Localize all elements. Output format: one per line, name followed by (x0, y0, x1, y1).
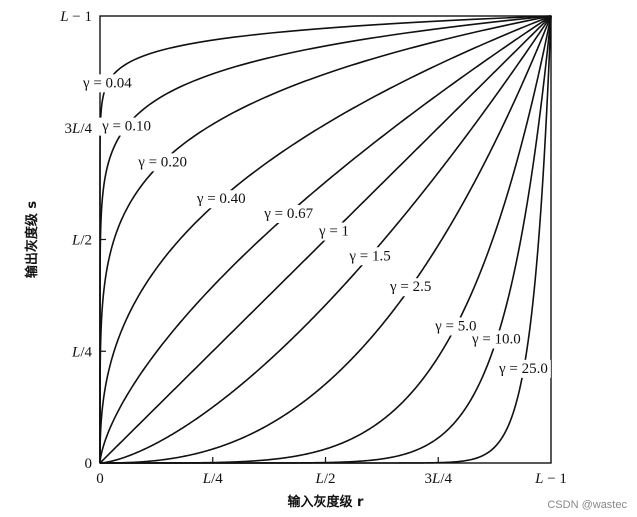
gamma-label-bg-6 (345, 247, 394, 266)
x-tick-label-4: L − 1 (534, 471, 567, 487)
gamma-label-bg-9 (467, 330, 524, 349)
gamma-label-10: γ = 25.0 (498, 361, 548, 377)
x-tick-label-2: L/2 (314, 471, 335, 487)
x-axis-ticks: 0 L/4 L/2 3L/4 L − 1 (96, 457, 567, 487)
gamma-label-7: γ = 2.5 (389, 279, 431, 295)
gamma-label-0: γ = 0.04 (82, 75, 132, 91)
y-axis-label: 输出灰度级 s (24, 201, 40, 279)
y-tick-label-4: L − 1 (59, 9, 92, 25)
gamma-label-8: γ = 5.0 (434, 318, 476, 334)
gamma-label-2: γ = 0.20 (137, 154, 187, 170)
y-tick-label-1: L/4 (71, 344, 93, 360)
gamma-label-3: γ = 0.40 (196, 191, 246, 207)
x-axis-label: 输入灰度级 r (288, 494, 365, 510)
gamma-label-bg-4 (260, 205, 317, 224)
x-tick-label-0: 0 (96, 471, 104, 487)
y-tick-label-3: 3L/4 (64, 121, 92, 137)
gamma-curve-6 (99, 15, 552, 464)
x-tick-label-3: 3L/4 (424, 471, 452, 487)
watermark: CSDN @wastec (547, 499, 627, 511)
gamma-label-bg-10 (495, 359, 551, 378)
y-tick-label-2: L/2 (71, 233, 92, 249)
gamma-label-bg-0 (78, 74, 136, 93)
x-tick-label-1: L/4 (202, 471, 224, 487)
gamma-label-5: γ = 1 (318, 224, 349, 240)
gamma-label-bg-5 (314, 222, 353, 241)
gamma-curve-7 (100, 15, 552, 464)
gamma-curve-3 (99, 15, 552, 463)
gamma-label-1: γ = 0.10 (101, 119, 151, 135)
gamma-labels: γ = 0.04 γ = 0.10 γ = 0.20 γ = 0.40 γ = 0.67… (78, 74, 551, 378)
gamma-label-bg-2 (134, 153, 191, 172)
gamma-label-bg-8 (431, 317, 480, 336)
gamma-label-bg-7 (386, 278, 435, 297)
gamma-label-bg-1 (98, 117, 154, 136)
gamma-curve-4 (99, 15, 552, 464)
y-axis-ticks: 0 L/4 L/2 3L/4 L − 1 (59, 9, 106, 472)
y-tick-label-0: 0 (85, 456, 93, 472)
gamma-label-bg-3 (192, 190, 249, 209)
gamma-label-4: γ = 0.67 (263, 206, 313, 222)
gamma-label-9: γ = 10.0 (471, 332, 521, 348)
gamma-label-6: γ = 1.5 (348, 248, 390, 264)
